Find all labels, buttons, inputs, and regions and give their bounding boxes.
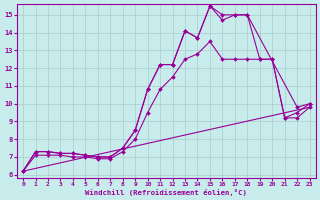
X-axis label: Windchill (Refroidissement éolien,°C): Windchill (Refroidissement éolien,°C) xyxy=(85,189,247,196)
